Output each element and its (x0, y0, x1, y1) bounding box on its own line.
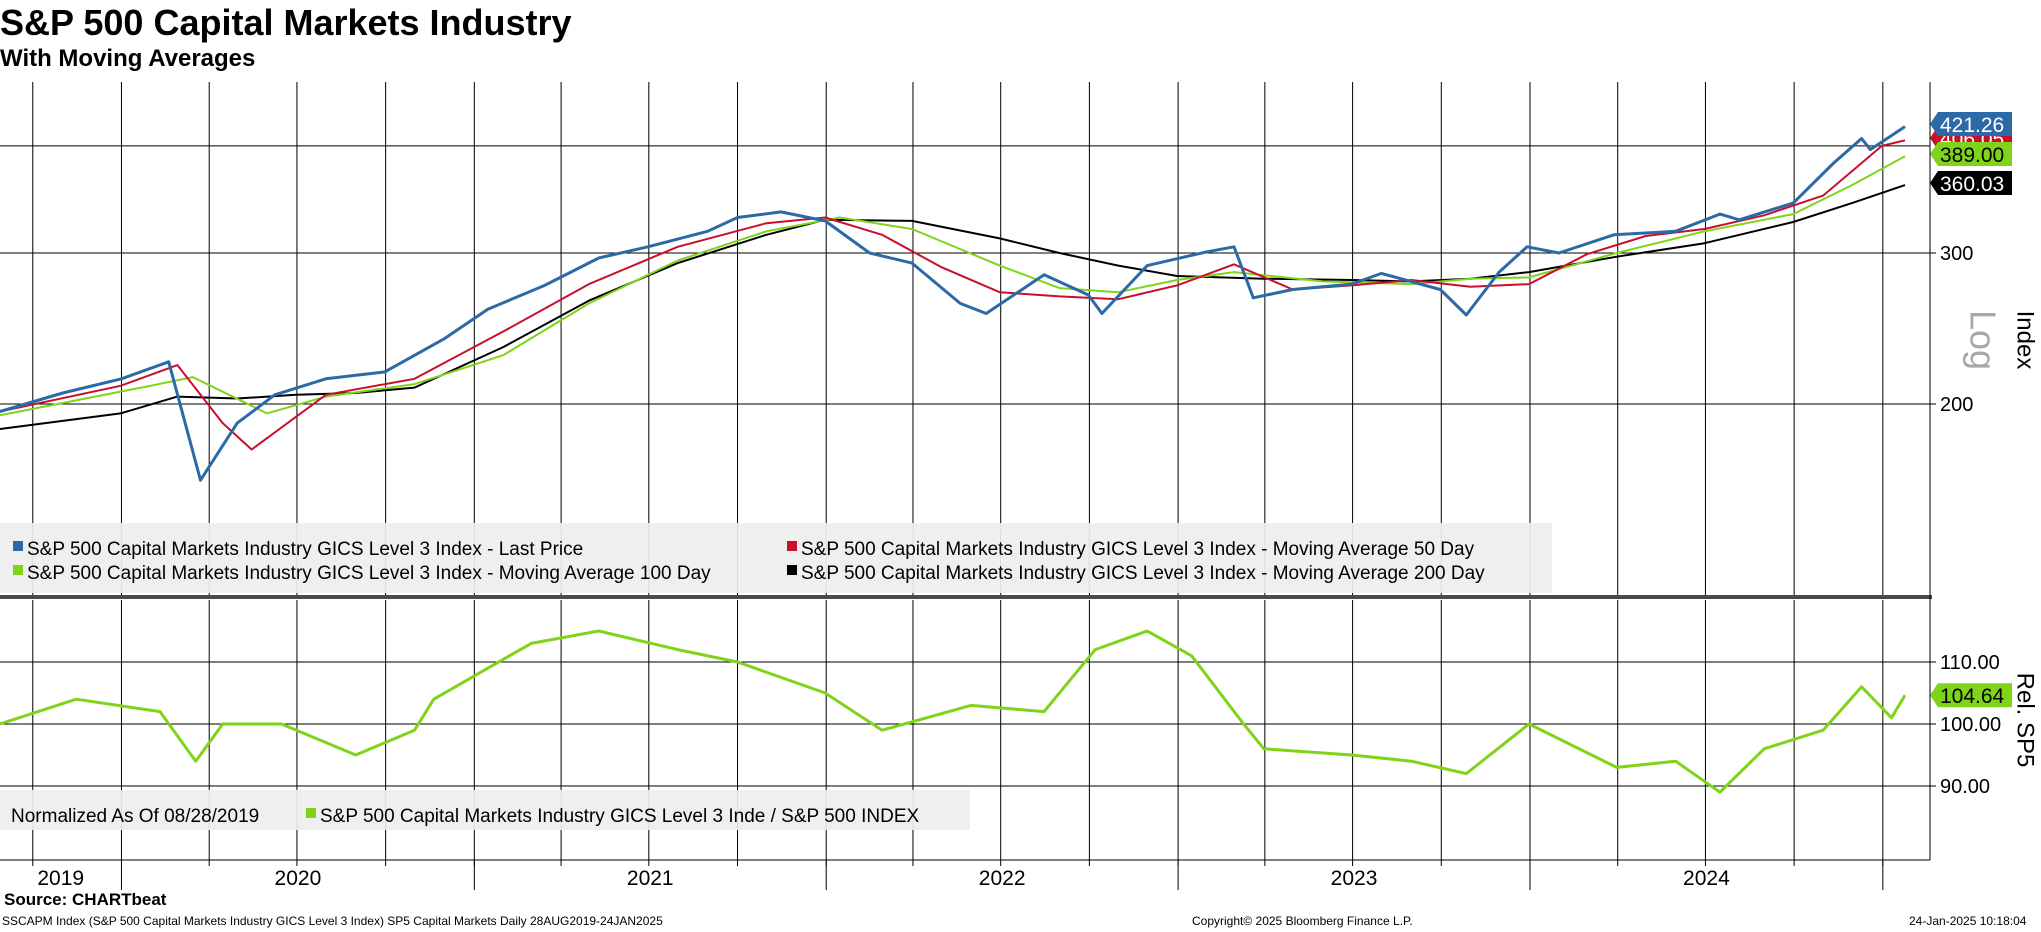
legend-swatch-ma50 (787, 541, 797, 551)
lower-legend: Normalized As Of 08/28/2019 S&P 500 Capi… (0, 790, 970, 830)
x-tick-label-2023: 2023 (1331, 867, 1378, 890)
upper-gridlines (0, 82, 1930, 595)
legend-label-ma100: S&P 500 Capital Markets Industry GICS Le… (27, 563, 711, 584)
lower-y-ticks: 90.00 100.00 110.00 (1930, 652, 2001, 798)
last-value-tag-ma200: 360.03 (1930, 171, 2012, 196)
legend-swatch-ma200 (787, 565, 797, 575)
lower-panel: Normalized As Of 08/28/2019 S&P 500 Capi… (0, 600, 2039, 860)
x-tick-label-2022: 2022 (979, 867, 1026, 890)
last-value-tag-relative-text: 104.64 (1940, 685, 2005, 708)
last-value-tag-ma200-text: 360.03 (1940, 173, 2004, 196)
upper-legend: S&P 500 Capital Markets Industry GICS Le… (0, 523, 1552, 593)
last-value-tag-ma100-text: 389.00 (1940, 144, 2004, 167)
x-tick-label-2019: 2019 (37, 867, 84, 890)
last-value-tag-relative-bg (1930, 683, 2012, 708)
last-value-tag-ma200-bg (1930, 171, 2012, 195)
lower-legend-prefix: Normalized As Of 08/28/2019 (11, 806, 259, 827)
lower-legend-box (0, 790, 970, 830)
last-value-tag-last-price-bg (1930, 112, 2012, 136)
legend-label-ma50: S&P 500 Capital Markets Industry GICS Le… (801, 539, 1475, 560)
x-tick-label-2020: 2020 (275, 867, 322, 890)
footer-description: SSCAPM Index (S&P 500 Capital Markets In… (2, 914, 663, 928)
upper-y-axis-label: Index (2012, 311, 2039, 370)
legend-swatch-relative (306, 808, 316, 818)
series-line-ma50 (0, 139, 1906, 451)
lower-last-value-tags: 104.64 (1930, 683, 2012, 708)
series-line-relative (0, 629, 1907, 794)
lower-gridlines (0, 600, 1930, 860)
source-note: Source: CHARTbeat (4, 890, 167, 909)
x-tick-label-2024: 2024 (1683, 867, 1730, 890)
last-value-tag-ma100: 389.00 (1930, 142, 2012, 167)
upper-plot-area (0, 82, 1928, 595)
upper-panel: S&P 500 Capital Markets Industry GICS Le… (0, 82, 2039, 595)
chart-title: S&P 500 Capital Markets Industry (0, 2, 572, 43)
chart-subtitle: With Moving Averages (0, 45, 256, 72)
lower-tick-label: 100.00 (1940, 714, 2001, 736)
upper-tick-label: 200 (1940, 394, 1973, 416)
legend-label-ma200: S&P 500 Capital Markets Industry GICS Le… (801, 563, 1485, 584)
footer-copyright: Copyright© 2025 Bloomberg Finance L.P. (1192, 914, 1413, 928)
series-line-ma100 (0, 155, 1906, 417)
upper-tick-label: 300 (1940, 243, 1973, 265)
upper-y-ticks: 200 300 (1930, 243, 1973, 416)
legend-label-relative: S&P 500 Capital Markets Industry GICS Le… (320, 806, 919, 827)
lower-y-axis-label: Rel. SP5 (2012, 673, 2039, 768)
footer-timestamp: 24-Jan-2025 10:18:04 (1909, 914, 2027, 928)
last-value-tag-last-price: 421.26 (1930, 112, 2012, 137)
lower-tick-label: 110.00 (1940, 652, 2000, 674)
legend-swatch-ma100 (13, 565, 23, 575)
last-value-tag-last-price-text: 421.26 (1940, 114, 2004, 137)
lower-tick-label: 90.00 (1940, 776, 1990, 798)
x-axis: 2019 2020 2021 2022 2023 2024 (0, 859, 1930, 890)
x-tick-label-2021: 2021 (627, 867, 674, 890)
lower-series-group (0, 629, 1907, 794)
legend-label-last-price: S&P 500 Capital Markets Industry GICS Le… (27, 539, 583, 560)
upper-scale-label: Log (1962, 310, 2003, 370)
upper-series-group (0, 125, 1906, 482)
series-line-last-price (0, 125, 1906, 482)
last-value-tag-relative: 104.64 (1930, 683, 2012, 708)
last-value-tag-ma100-bg (1930, 142, 2012, 166)
upper-legend-box (0, 523, 1552, 593)
legend-swatch-last-price (13, 541, 23, 551)
